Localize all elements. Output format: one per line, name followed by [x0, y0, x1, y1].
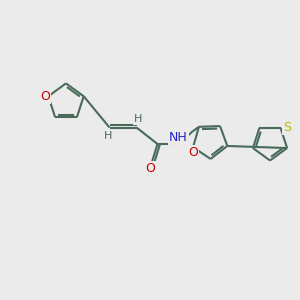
- Text: O: O: [40, 90, 50, 103]
- Text: H: H: [134, 114, 142, 124]
- Text: S: S: [283, 122, 291, 134]
- Text: O: O: [188, 146, 198, 159]
- Text: H: H: [104, 131, 112, 141]
- Text: NH: NH: [169, 131, 188, 144]
- Text: O: O: [145, 162, 155, 176]
